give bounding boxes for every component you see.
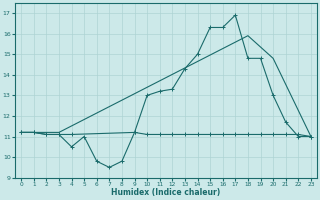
X-axis label: Humidex (Indice chaleur): Humidex (Indice chaleur) <box>111 188 221 197</box>
